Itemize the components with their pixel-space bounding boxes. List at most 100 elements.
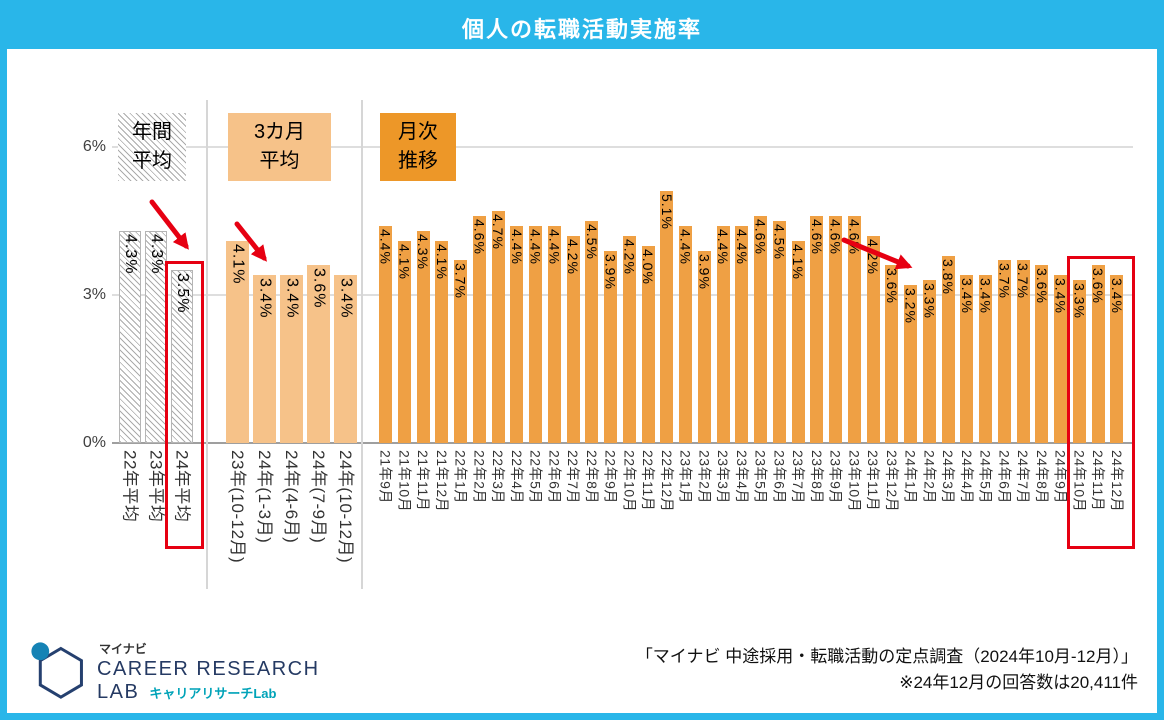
bar-value-label: 3.4% (958, 278, 975, 315)
x-axis-label: 23年3月 (715, 450, 731, 504)
logo-career-research: CAREER RESEARCH (97, 658, 320, 680)
career-research-lab-logo: マイナビ CAREER RESEARCH LAB キャリアリサーチLab (30, 640, 320, 704)
bar-monthly-33 (997, 260, 1011, 443)
x-axis-label: 24年8月 (1033, 450, 1050, 504)
bar-annual-2 (171, 270, 193, 443)
bar-value-label: 3.7% (1015, 263, 1031, 300)
logo-hexagon-icon (31, 642, 83, 699)
bar-monthly-37 (1072, 280, 1086, 443)
x-axis-label: 23年5月 (752, 450, 769, 504)
panel-title-annual-line1: 年間 (132, 121, 172, 143)
bar-value-label: 3.6% (1033, 268, 1050, 305)
x-axis-label: 24年9月 (1052, 450, 1069, 504)
panel-title-quarterly-average: 3カ月 平均 (228, 113, 331, 181)
panel-divider-2 (361, 100, 363, 589)
source-line-2: ※24年12月の回答数は20,411件 (899, 673, 1138, 692)
highlight-box-monthly-q4 (1067, 256, 1135, 549)
highlight-box-annual-24 (165, 261, 204, 549)
bar-value-label: 5.1% (658, 194, 675, 231)
bar-monthly-18 (716, 225, 730, 443)
bar-monthly-25 (847, 216, 861, 443)
bar-monthly-30 (941, 255, 955, 443)
bar-monthly-14 (641, 245, 655, 443)
x-axis-label: 21年10月 (396, 450, 413, 513)
bar-monthly-15 (660, 191, 674, 443)
bar-value-label: 3.4% (977, 278, 994, 315)
x-axis-label: 22年5月 (527, 450, 544, 504)
bar-monthly-11 (585, 221, 599, 443)
x-axis-label: 24年10月 (1071, 450, 1088, 513)
bar-value-label: 4.6% (827, 219, 844, 255)
x-axis-label: 23年10月 (846, 450, 863, 513)
title-bar: 個人の転職活動実施率 (7, 7, 1157, 49)
bar-value-label: 4.2% (565, 238, 581, 275)
trend-arrow-quarterly (234, 221, 267, 262)
x-axis-label: 22年11月 (640, 450, 656, 512)
bar-monthly-12 (604, 250, 617, 443)
bar-value-label: 3.9% (602, 253, 619, 290)
trend-arrow-annual (149, 199, 189, 250)
bar-value-label: 3.7% (996, 263, 1013, 300)
bar-value-label: 3.2% (902, 288, 919, 325)
bar-monthly-8 (529, 225, 542, 443)
x-axis-label: 22年8月 (583, 450, 600, 504)
x-axis-label: 24年(7-9月) (309, 450, 328, 544)
bar-value-label: 4.2% (621, 238, 638, 275)
bar-value-label: 3.3% (1071, 283, 1088, 320)
x-axis-label: 24年(1-3月) (255, 450, 274, 544)
bar-value-label: 4.3% (415, 233, 431, 270)
source-line-1: 「マイナビ 中途採用・転職活動の定点調査（2024年10月-12月）」 (635, 647, 1138, 666)
panel-title-monthly-trend: 月次 推移 (380, 113, 456, 181)
bar-monthly-29 (922, 280, 936, 443)
bar-monthly-22 (791, 240, 805, 443)
x-axis-label: 24年(4-6月) (282, 450, 301, 544)
x-axis-label: 24年1月 (902, 450, 919, 504)
bar-monthly-24 (829, 216, 842, 443)
bar-monthly-13 (622, 235, 636, 443)
bar-monthly-19 (735, 225, 749, 443)
bar-value-label: 4.1% (433, 243, 450, 280)
x-axis-label: 24年6月 (996, 450, 1013, 504)
source-note: 「マイナビ 中途採用・転職活動の定点調査（2024年10月-12月）」 ※24年… (636, 644, 1138, 696)
bar-value-label: 3.4% (283, 278, 301, 319)
x-axis-label: 23年平均 (146, 450, 166, 523)
bar-value-label: 4.7% (490, 214, 506, 251)
bar-monthly-23 (810, 216, 824, 443)
x-axis-label: 22年1月 (452, 450, 469, 504)
x-axis-label: 23年11月 (865, 450, 881, 512)
bar-value-label: 3.7% (452, 263, 469, 300)
bar-value-label: 3.4% (337, 278, 355, 319)
bar-value-label: 3.4% (1052, 278, 1069, 315)
bar-quarter-2 (280, 275, 303, 443)
x-axis-label: 21年12月 (433, 450, 450, 513)
x-axis-label: 23年9月 (827, 450, 844, 504)
bar-value-label: 4.3% (148, 233, 165, 275)
panel-title-annual-average: 年間 平均 (118, 113, 186, 181)
gridline-6pct (112, 146, 1133, 148)
y-axis-tick-3: 3% (82, 286, 106, 303)
y-axis-tick-6: 6% (82, 138, 106, 155)
panel-title-monthly-line1: 月次 (398, 121, 438, 143)
bar-quarter-4 (334, 275, 357, 443)
bar-value-label: 3.4% (1108, 278, 1125, 315)
bar-monthly-21 (772, 221, 786, 443)
x-axis-label: 22年4月 (508, 450, 525, 504)
x-axis-label: 24年平均 (172, 450, 192, 523)
bar-monthly-16 (679, 225, 692, 443)
x-axis-label: 24年(10-12月) (336, 450, 355, 564)
bar-value-label: 4.5% (583, 224, 600, 260)
bar-value-label: 4.6% (471, 219, 488, 255)
bar-monthly-10 (566, 235, 580, 443)
x-axis-label: 24年12月 (1108, 450, 1125, 513)
x-axis-label: 24年5月 (977, 450, 994, 504)
bar-monthly-36 (1054, 275, 1067, 443)
bar-value-label: 4.0% (640, 248, 656, 285)
x-axis-label: 22年2月 (471, 450, 488, 504)
panel-title-monthly-line2: 推移 (398, 150, 438, 172)
bar-quarter-1 (253, 275, 276, 443)
logo-career-research-lab-jp: キャリアリサーチLab (149, 686, 277, 701)
bar-value-label: 3.9% (696, 253, 713, 290)
bar-monthly-34 (1016, 260, 1030, 443)
bar-monthly-4 (454, 260, 467, 443)
bar-value-label: 4.4% (377, 228, 394, 265)
